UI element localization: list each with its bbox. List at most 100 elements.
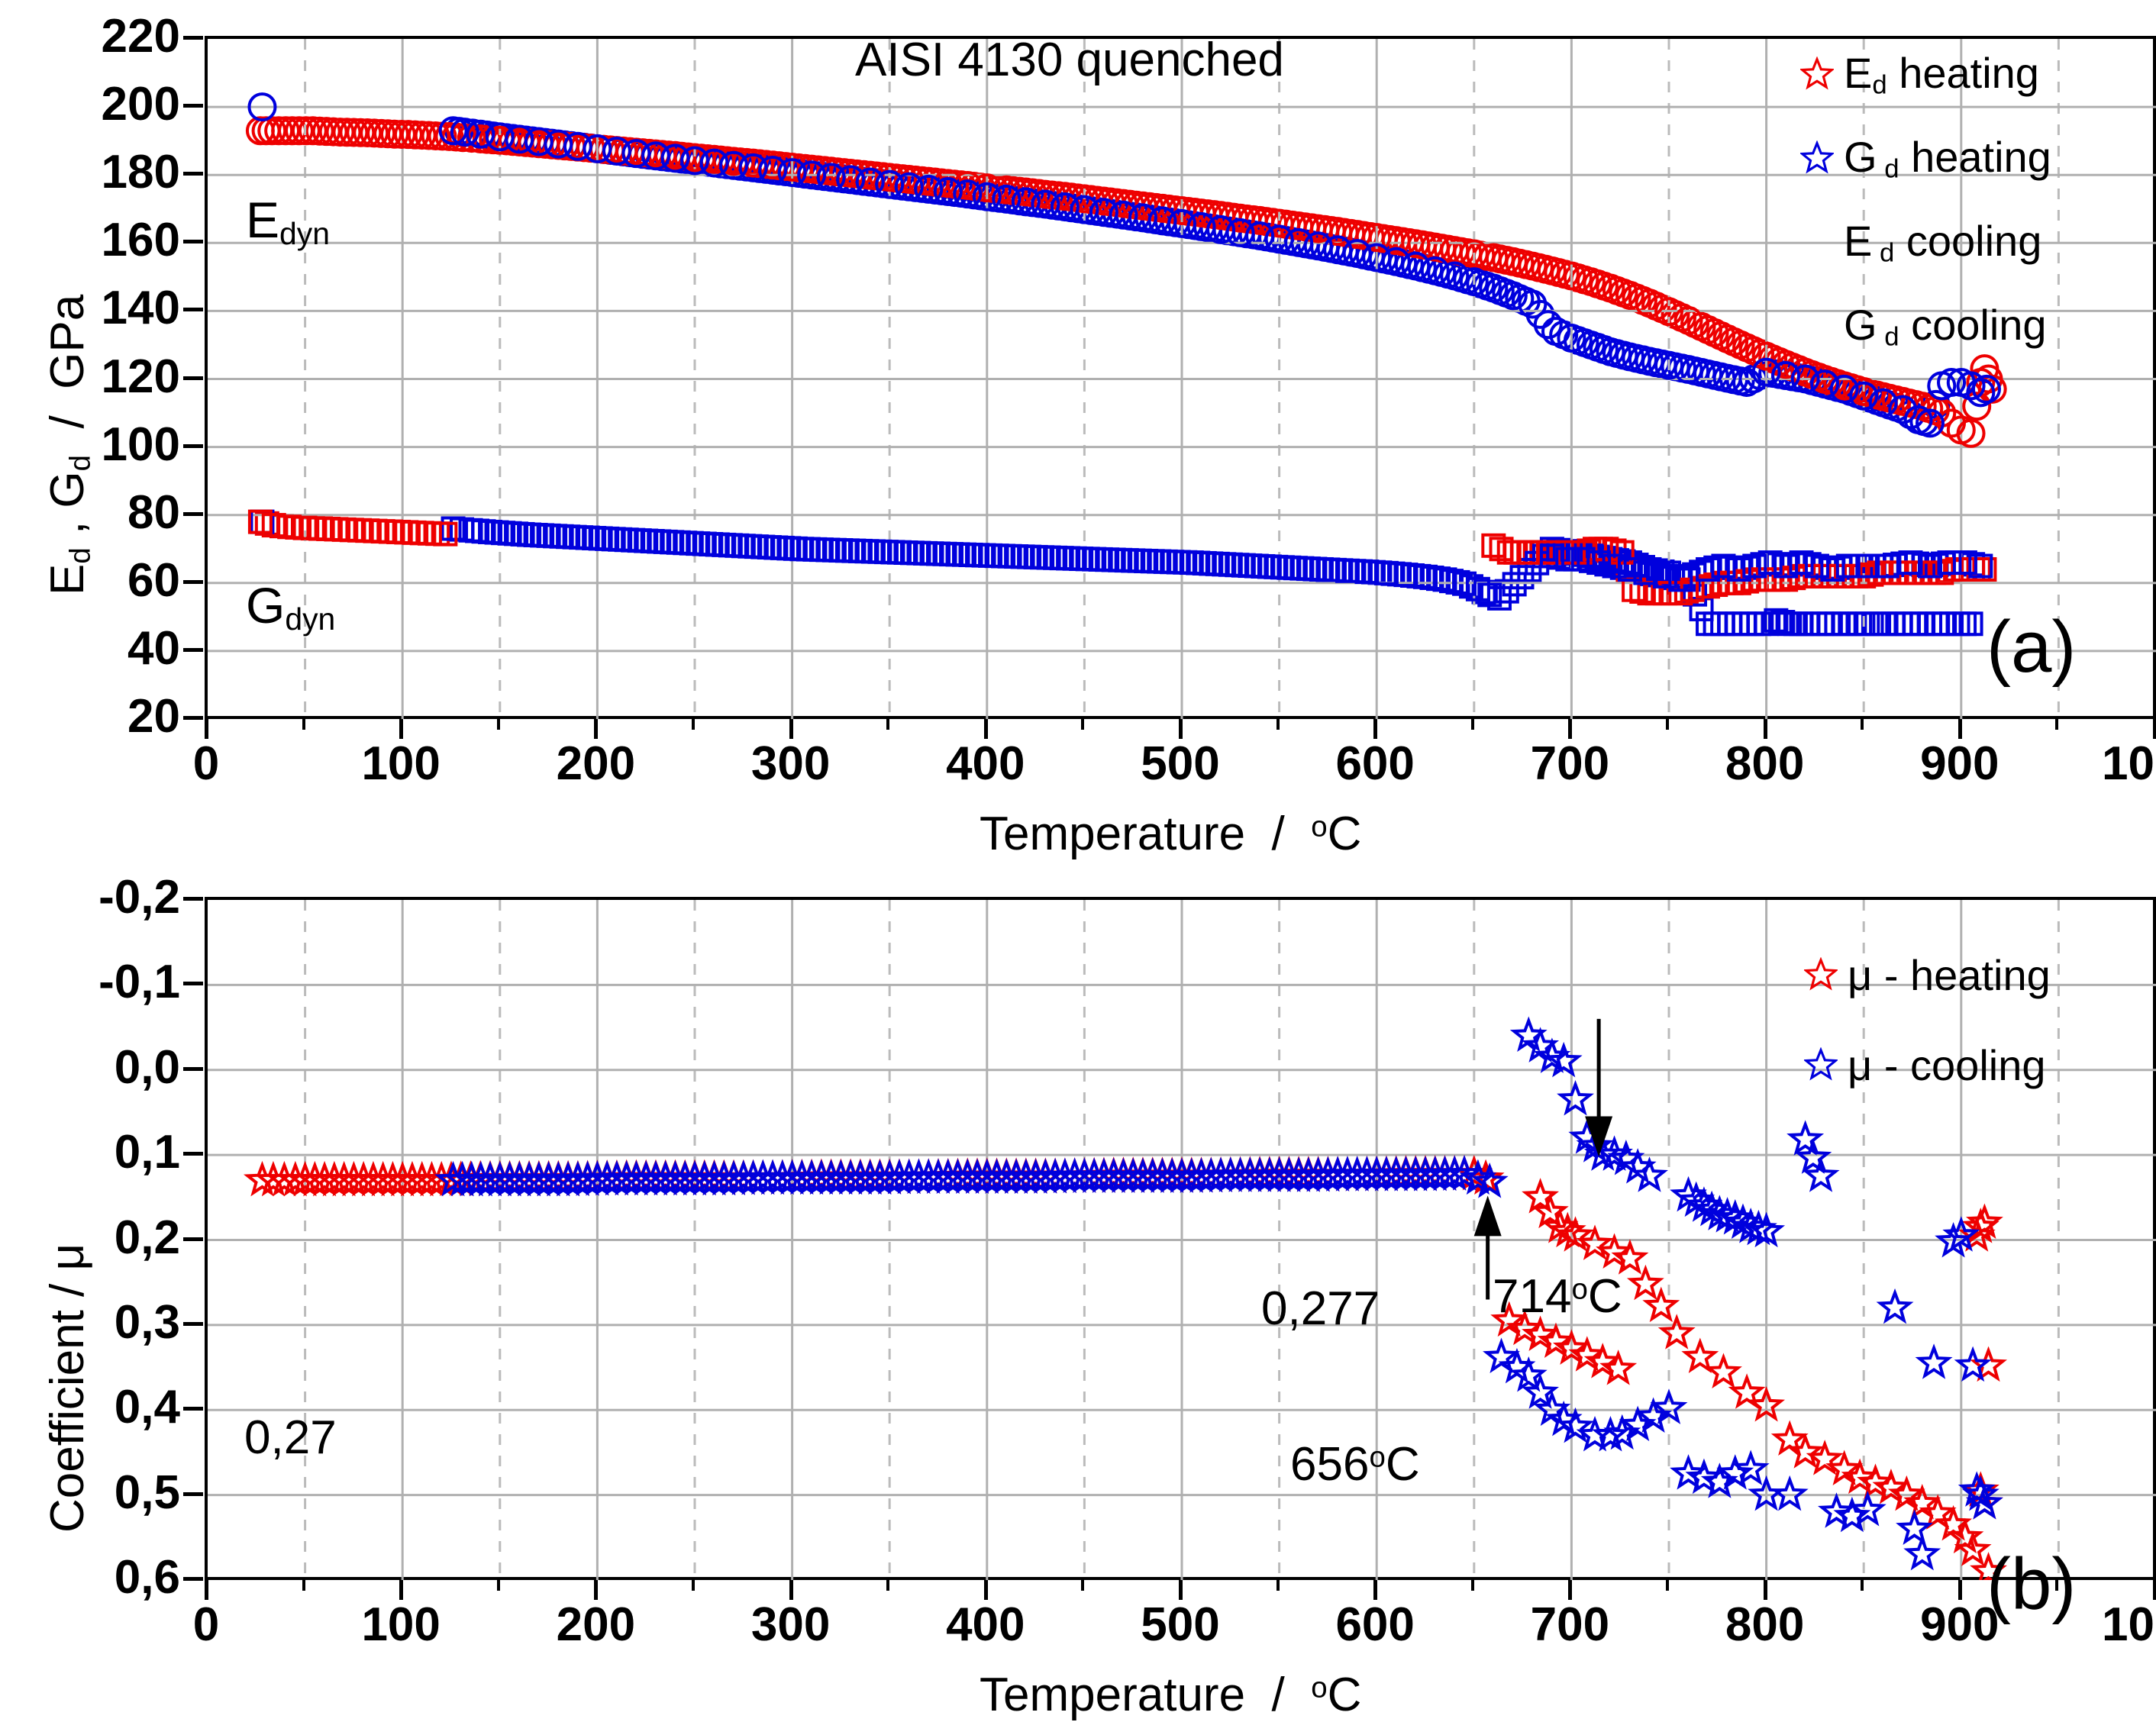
x-tick-label: 900 <box>1920 737 1999 790</box>
x-tick-mark <box>1763 716 1767 739</box>
annotation-0-27: 0,27 <box>244 1411 337 1464</box>
x-tick-mark <box>399 1577 404 1600</box>
y-tick-mark <box>183 716 203 720</box>
legend-label-ed-heating: Ed heating <box>1844 49 2039 100</box>
y-tick-label: 40 <box>127 621 180 675</box>
series-gd-heating-lower-band- <box>250 509 1983 637</box>
legend-item-gd-heating: G d heating <box>1790 133 2051 184</box>
y-tick-label: 140 <box>101 282 180 335</box>
x-tick-label: 100 <box>361 737 441 790</box>
x-tick-label: 900 <box>1920 1598 1999 1651</box>
y-tick-label: 220 <box>101 10 180 63</box>
y-tick-label: 0,5 <box>114 1466 180 1519</box>
x-tick-label: 200 <box>556 1598 636 1651</box>
legend-item-gd-cooling: G d cooling <box>1790 303 2047 350</box>
legend-label-mu-cooling: μ - cooling <box>1848 1041 2046 1089</box>
y-tick-mark <box>183 982 203 986</box>
x-tick-mark-minor <box>1276 1577 1280 1591</box>
y-tick-mark <box>183 579 203 584</box>
x-tick-mark <box>399 716 404 739</box>
panel-a: 20 40 60 80 100 120 140 160 180 200 220 0 100 200 300… <box>41 10 2156 860</box>
x-tick-mark-minor <box>692 716 695 730</box>
x-tick-mark-minor <box>1666 1577 1669 1591</box>
y-tick-label: 0,6 <box>114 1551 180 1604</box>
x-tick-label: 0 <box>192 1598 220 1651</box>
panel-b-tag: (b) <box>1987 1543 2077 1625</box>
legend-item-ed-heating: Ed heating <box>1790 49 2039 100</box>
x-tick-mark-minor <box>2055 716 2059 730</box>
y-tick-label: 0,0 <box>114 1040 180 1094</box>
x-tick-mark <box>1958 1577 1962 1600</box>
x-tick-mark <box>2153 716 2156 739</box>
y-tick-label: 0,2 <box>114 1211 180 1264</box>
legend-label-mu-heating: μ - heating <box>1848 951 2051 999</box>
y-tick-mark <box>183 1237 203 1241</box>
y-tick-mark <box>183 308 203 312</box>
x-tick-mark-minor <box>302 716 305 730</box>
x-tick-mark-minor <box>1081 716 1085 730</box>
y-tick-mark <box>183 443 203 448</box>
legend-label-gd-heating: G d heating <box>1844 133 2051 184</box>
y-tick-label: 80 <box>127 485 180 539</box>
star-icon <box>1790 140 1844 178</box>
y-tick-mark <box>183 172 203 176</box>
legend-item-mu-heating: μ - heating <box>1794 954 2051 997</box>
panel-b-x-axis-title: Temperature / oC <box>980 1669 1362 1721</box>
g-dyn-label: Gdyn <box>246 577 336 637</box>
panel-a-title: AISI 4130 quenched <box>855 34 1284 86</box>
x-tick-mark <box>1568 716 1573 739</box>
panel-a-legend: Ed heating G d heating E d cooling G d c… <box>1790 37 2141 350</box>
y-tick-mark <box>183 1577 203 1581</box>
x-tick-label: 600 <box>1335 1598 1415 1651</box>
star-icon <box>1794 956 1848 995</box>
x-tick-mark-minor <box>2055 1577 2059 1591</box>
x-tick-mark <box>1958 716 1962 739</box>
y-tick-mark <box>183 1066 203 1071</box>
x-tick-mark <box>983 1577 988 1600</box>
y-tick-label: 180 <box>101 146 180 199</box>
x-tick-label: 300 <box>750 737 831 790</box>
panel-a-x-axis-title: Temperature / oC <box>980 808 1362 860</box>
x-tick-mark-minor <box>1081 1577 1085 1591</box>
panel-a-canvas <box>208 39 2156 719</box>
y-tick-label: -0,1 <box>98 956 180 1009</box>
e-dyn-label: Edyn <box>246 192 330 251</box>
x-tick-mark <box>1568 1577 1573 1600</box>
x-tick-mark-minor <box>1470 716 1474 730</box>
x-tick-label: 1000 <box>2102 737 2156 790</box>
star-icon <box>1790 56 1844 94</box>
x-tick-mark-minor <box>1861 716 1864 730</box>
x-tick-mark-minor <box>886 1577 890 1591</box>
x-tick-label: 0 <box>192 737 220 790</box>
x-tick-mark <box>1373 716 1378 739</box>
panel-b-plot-area <box>205 897 2156 1580</box>
annotation-temp-714: 714oC <box>1493 1270 1622 1323</box>
y-tick-label: 120 <box>101 350 180 403</box>
panel-b-legend: μ - heating μ - cooling <box>1794 899 2145 1087</box>
x-tick-label: 800 <box>1725 737 1805 790</box>
y-tick-mark <box>183 36 203 40</box>
series-gd-heating <box>247 92 2001 438</box>
panel-b: 0,6 0,5 0,4 0,3 0,2 0,1 0,0 -0,1 -0,2 0 100 200 300… <box>0 861 2156 1722</box>
x-tick-mark <box>594 716 599 739</box>
y-tick-label: 100 <box>101 418 180 471</box>
x-tick-mark <box>594 1577 599 1600</box>
x-tick-mark-minor <box>1470 1577 1474 1591</box>
y-tick-mark <box>183 1407 203 1411</box>
x-tick-mark-minor <box>302 1577 305 1591</box>
panel-b-y-axis-title: Coefficient / μ <box>41 1243 94 1533</box>
series-ed-heating <box>245 116 2007 448</box>
y-tick-mark <box>183 104 203 108</box>
x-tick-label: 1000 <box>2102 1598 2156 1651</box>
x-tick-label: 300 <box>750 1598 831 1651</box>
y-tick-mark <box>183 1321 203 1326</box>
x-tick-mark <box>1179 1577 1183 1600</box>
legend-label-ed-cooling: E d cooling <box>1844 217 2042 268</box>
y-tick-label: -0,2 <box>98 871 180 924</box>
y-tick-mark <box>183 1152 203 1156</box>
x-tick-label: 800 <box>1725 1598 1805 1651</box>
x-tick-label: 200 <box>556 737 636 790</box>
arrow-up-656 <box>1473 1195 1502 1300</box>
y-tick-label: 200 <box>101 78 180 131</box>
